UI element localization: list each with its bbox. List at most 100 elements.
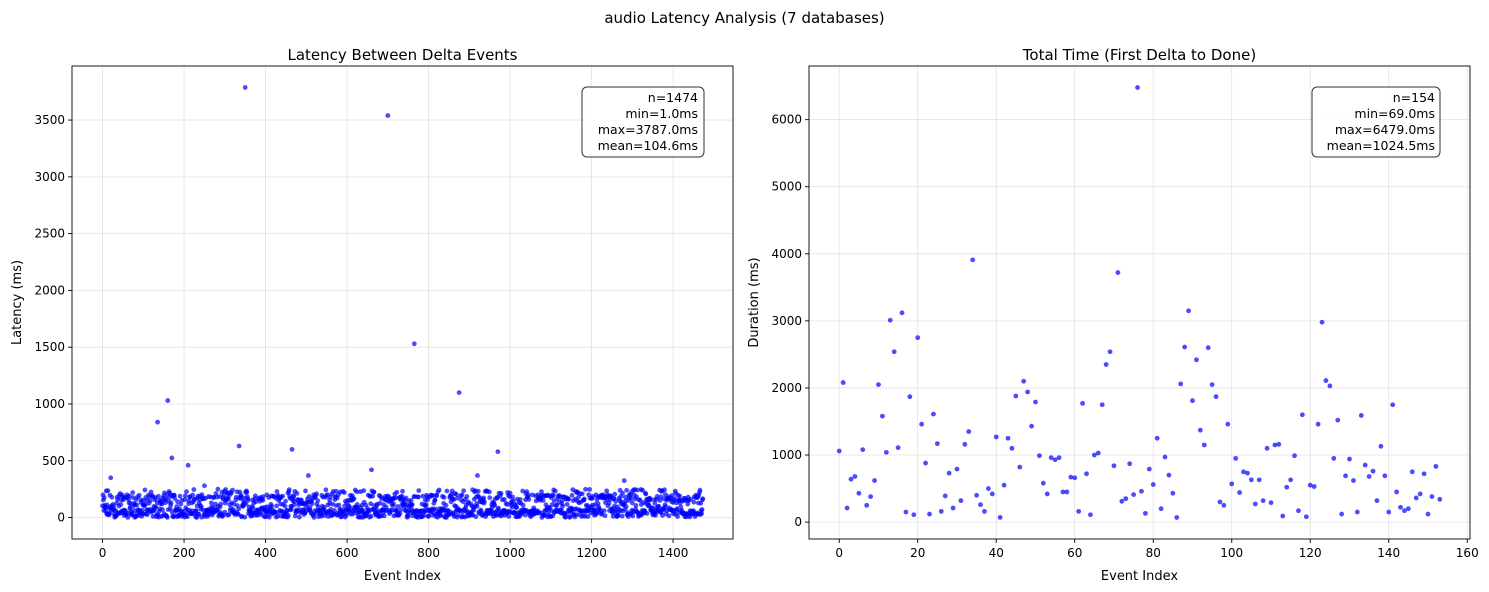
total-time-data-point bbox=[1339, 511, 1345, 517]
latency-data-point bbox=[501, 497, 507, 502]
latency-data-point bbox=[672, 496, 678, 502]
total-time-data-point bbox=[895, 445, 901, 451]
total-time-data-point bbox=[887, 317, 893, 323]
total-time-data-point bbox=[1170, 490, 1176, 496]
latency-y-tick-label: 500 bbox=[42, 454, 65, 468]
total-time-data-point bbox=[1284, 484, 1290, 490]
latency-data-point bbox=[444, 488, 450, 494]
latency-data-point bbox=[475, 473, 480, 478]
latency-data-point bbox=[526, 497, 532, 502]
latency-data-point bbox=[198, 504, 204, 509]
latency-data-point bbox=[604, 488, 610, 494]
total-time-data-point bbox=[1084, 471, 1089, 477]
latency-x-tick-label: 1200 bbox=[576, 546, 607, 560]
latency-data-point bbox=[371, 489, 377, 495]
latency-data-point bbox=[153, 504, 159, 510]
latency-data-point bbox=[697, 487, 703, 493]
total-time-data-point bbox=[1323, 378, 1329, 383]
latency-data-point bbox=[634, 487, 640, 493]
latency-data-point bbox=[125, 514, 131, 520]
latency-data-point bbox=[675, 514, 680, 519]
latency-data-point bbox=[142, 501, 148, 507]
latency-data-point bbox=[286, 487, 292, 493]
latency-y-tick-label: 2500 bbox=[34, 227, 65, 241]
total-time-data-point bbox=[868, 494, 874, 500]
latency-data-point bbox=[464, 494, 470, 499]
latency-data-point bbox=[105, 488, 111, 494]
total-time-data-point bbox=[1343, 473, 1348, 479]
total-time-data-point bbox=[923, 460, 928, 466]
latency-x-tick-label: 0 bbox=[99, 546, 107, 560]
latency-data-point bbox=[559, 498, 565, 503]
latency-data-point bbox=[482, 499, 487, 504]
total-time-data-point bbox=[1009, 445, 1015, 451]
latency-data-point bbox=[169, 455, 175, 461]
total-time-data-point bbox=[1064, 489, 1070, 495]
total-time-data-point bbox=[1237, 490, 1242, 495]
total-time-stat-mean: mean=1024.5ms bbox=[1327, 138, 1435, 153]
latency-data-point bbox=[512, 510, 517, 515]
latency-data-point bbox=[190, 492, 196, 498]
latency-data-point bbox=[130, 490, 136, 495]
latency-data-point bbox=[377, 500, 383, 506]
latency-data-point bbox=[182, 497, 188, 502]
latency-data-point bbox=[178, 501, 184, 507]
total-time-data-point bbox=[915, 335, 921, 341]
latency-data-point bbox=[699, 511, 705, 517]
latency-scatter-panel: Latency Between Delta Events 0 200 400 600 8… bbox=[10, 46, 734, 584]
total-time-data-point bbox=[1425, 511, 1431, 517]
latency-data-point bbox=[368, 513, 374, 519]
total-time-data-point bbox=[958, 498, 964, 504]
total-time-data-point bbox=[1119, 498, 1125, 504]
total-time-data-point bbox=[1088, 512, 1093, 518]
latency-data-point bbox=[400, 488, 405, 494]
latency-data-point bbox=[218, 501, 224, 507]
total-time-y-axis-label: Duration (ms) bbox=[747, 257, 762, 347]
total-time-data-point bbox=[1021, 378, 1027, 384]
total-time-y-tick-label: 0 bbox=[794, 515, 802, 529]
latency-data-point bbox=[473, 514, 479, 520]
latency-data-point bbox=[250, 505, 256, 511]
total-time-data-point bbox=[1190, 398, 1195, 404]
latency-data-point bbox=[309, 501, 315, 507]
latency-data-point bbox=[142, 487, 148, 493]
total-time-data-point bbox=[1362, 462, 1368, 468]
latency-data-point bbox=[311, 515, 317, 520]
total-time-x-tick-label: 80 bbox=[1146, 546, 1161, 560]
total-time-y-tick-label: 3000 bbox=[771, 314, 802, 328]
total-time-data-point bbox=[1217, 499, 1223, 505]
total-time-stat-min: min=69.0ms bbox=[1354, 106, 1435, 121]
total-time-data-point bbox=[1288, 477, 1294, 483]
latency-data-point bbox=[640, 487, 645, 493]
latency-data-point bbox=[330, 501, 336, 507]
latency-data-point bbox=[520, 488, 526, 494]
latency-data-point bbox=[456, 390, 462, 396]
total-time-data-point bbox=[876, 382, 881, 387]
total-time-y-tick-label: 6000 bbox=[771, 113, 802, 127]
latency-data-point bbox=[666, 513, 672, 519]
latency-x-tick-label: 600 bbox=[336, 546, 359, 560]
total-time-data-point bbox=[1131, 492, 1137, 497]
total-time-data-point bbox=[1182, 344, 1188, 350]
total-time-data-point bbox=[1386, 509, 1392, 515]
latency-data-point bbox=[175, 499, 180, 505]
total-time-data-point bbox=[1366, 474, 1372, 479]
latency-data-point bbox=[222, 509, 228, 515]
latency-data-point bbox=[314, 491, 319, 497]
total-time-data-point bbox=[1264, 445, 1270, 451]
total-time-data-point bbox=[1037, 453, 1042, 459]
total-time-y-tick-label: 1000 bbox=[771, 448, 802, 462]
total-time-data-point bbox=[1154, 435, 1160, 441]
latency-data-point bbox=[202, 483, 207, 489]
latency-data-point bbox=[423, 502, 429, 507]
total-time-data-point bbox=[856, 490, 862, 496]
latency-data-point bbox=[230, 487, 235, 493]
total-time-data-point bbox=[1374, 498, 1380, 504]
latency-x-tick-label: 1400 bbox=[658, 546, 689, 560]
latency-data-point bbox=[475, 488, 481, 494]
total-time-data-point bbox=[1221, 502, 1227, 508]
latency-stat-mean: mean=104.6ms bbox=[598, 138, 698, 153]
total-time-data-point bbox=[1351, 478, 1356, 483]
total-time-data-point bbox=[1409, 469, 1415, 475]
latency-data-point bbox=[585, 514, 591, 519]
